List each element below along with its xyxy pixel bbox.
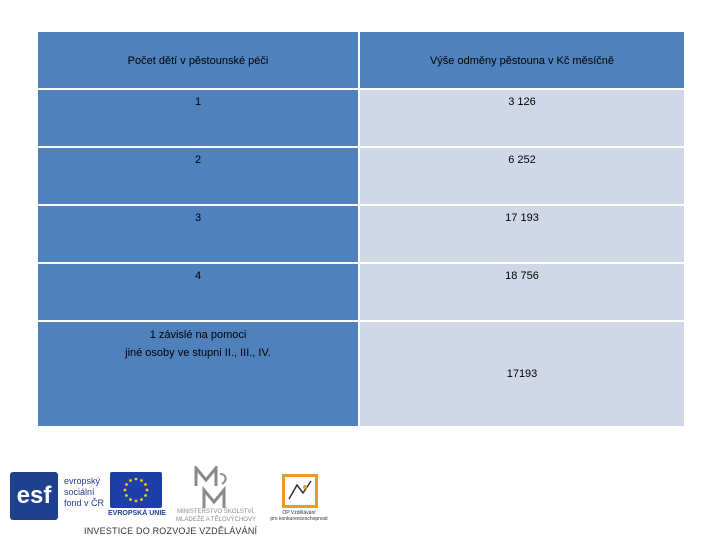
table-row: 2 6 252	[38, 148, 684, 206]
header-monthly-reward: Výše odměny pěstouna v Kč měsíčně	[360, 32, 684, 88]
eu-star-icon	[144, 483, 147, 486]
children-count-cell: 3	[38, 206, 360, 262]
header-children-count: Počet dětí v pěstounské péči	[38, 32, 360, 88]
dependent-label-line-2: jiné osoby ve stupni II., III., IV.	[125, 347, 271, 359]
eu-star-icon	[145, 488, 149, 492]
children-count-cell: 2	[38, 148, 360, 204]
eu-star-icon	[144, 494, 147, 497]
eu-star-icon	[125, 483, 128, 486]
eu-star-icon	[134, 499, 138, 503]
reward-amount-cell: 18 756	[360, 264, 684, 320]
footer-logos: esf evropský sociální fond v ČR EVROPSKÁ…	[0, 460, 720, 540]
msmt-caption-line-1: MINISTERSTVO ŠKOLSTVÍ,	[177, 509, 255, 515]
eu-caption: EVROPSKÁ UNIE	[108, 510, 166, 517]
dependent-child-label: 1 závislé na pomoci jiné osoby ve stupni…	[38, 322, 360, 426]
reward-amount-cell: 6 252	[360, 148, 684, 204]
eu-star-icon	[140, 498, 143, 501]
eu-star-icon	[129, 479, 132, 482]
op-caption-line-2: pro konkurenceschopnost	[270, 516, 328, 522]
investment-tagline: INVESTICE DO ROZVOJE VZDĚLÁVÁNÍ	[84, 526, 258, 536]
reward-amount-cell: 17 193	[360, 206, 684, 262]
dependent-reward-cell: 17193	[360, 322, 684, 426]
eu-flag-icon	[110, 472, 162, 508]
op-logo-icon	[282, 474, 318, 508]
table-row-dependent: 1 závislé na pomoci jiné osoby ve stupni…	[38, 322, 684, 426]
children-count-cell: 4	[38, 264, 360, 320]
op-caption-line-1: OP Vzdělávání	[282, 510, 316, 516]
reward-amount-cell: 3 126	[360, 90, 684, 146]
msmt-logo-icon	[192, 463, 232, 510]
table-row: 1 3 126	[38, 90, 684, 148]
esf-logo-text: evropský sociální fond v ČR	[64, 476, 105, 508]
esf-logo: esf	[10, 472, 58, 520]
eu-star-icon	[123, 488, 127, 492]
msmt-caption: MINISTERSTVO ŠKOLSTVÍ, MLÁDEŽE A TĚLOVÝC…	[168, 508, 264, 524]
eu-star-icon	[125, 494, 128, 497]
eu-star-icon	[140, 479, 143, 482]
op-caption: OP Vzdělávání pro konkurenceschopnost	[264, 510, 334, 522]
children-count-cell: 1	[38, 90, 360, 146]
eu-star-icon	[134, 477, 138, 481]
table-row: 3 17 193	[38, 206, 684, 264]
eu-star-icon	[129, 498, 132, 501]
msmt-caption-line-2: MLÁDEŽE A TĚLOVÝCHOVY	[176, 517, 256, 523]
foster-care-table: Počet dětí v pěstounské péči Výše odměny…	[38, 32, 684, 426]
table-header-row: Počet dětí v pěstounské péči Výše odměny…	[38, 32, 684, 90]
dependent-label-line-1: 1 závislé na pomoci	[149, 329, 247, 341]
table-row: 4 18 756	[38, 264, 684, 322]
